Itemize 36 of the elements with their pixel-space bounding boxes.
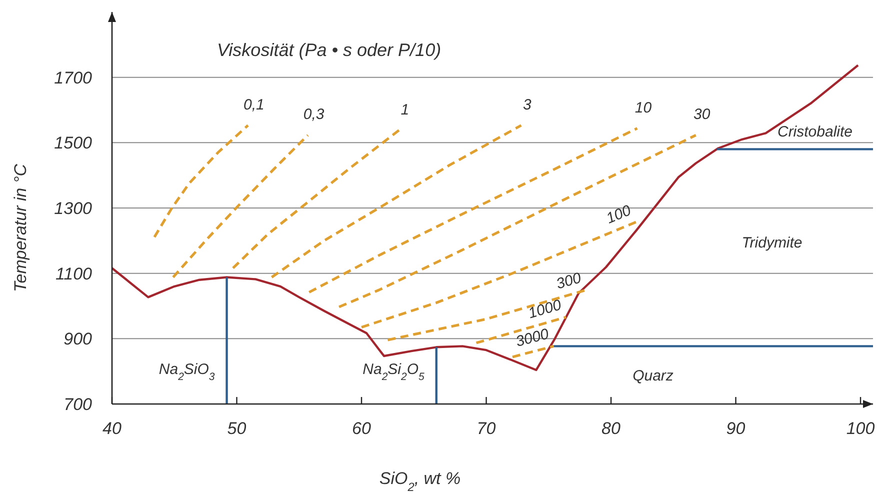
line-series — [153, 124, 250, 238]
series-label: 0,1 — [244, 96, 264, 114]
text: Viskosität (Pa • s oder P/10) — [217, 40, 442, 60]
x-tick-label: 50 — [227, 419, 247, 438]
line-series — [172, 134, 310, 279]
y-tick-label: 1700 — [54, 68, 93, 88]
series-label: 3 — [523, 96, 532, 114]
text: 3000 — [514, 325, 552, 351]
text: 300 — [554, 269, 584, 293]
series-label: 10 — [634, 99, 652, 116]
series-label: Na$_{2}$SiO$_{3}$ — [158, 361, 215, 383]
series-label: 30 — [694, 106, 711, 124]
x-tick-label: 40 — [102, 419, 122, 438]
x-tick-label: 70 — [476, 419, 496, 438]
line-series — [270, 124, 522, 279]
annotation: Cristobalite — [777, 123, 853, 140]
y-tick-label: 700 — [64, 394, 93, 414]
annotation: Quarz — [632, 367, 674, 384]
y-axis-title: Temperatur in °C — [11, 163, 30, 292]
y-tick-label: 1100 — [55, 264, 93, 284]
x-tick-label: 60 — [352, 419, 372, 438]
x-tick-label: 80 — [602, 419, 622, 438]
y-tick-label: 900 — [64, 330, 93, 349]
y-tick-label: 1500 — [54, 134, 93, 153]
x-axis-title: SiO$_{2}$, wt % — [379, 469, 461, 494]
y-tick-label: 1300 — [54, 198, 93, 218]
series-label: Na$_{2}$Si$_{2}$O$_{5}$ — [362, 361, 425, 383]
annotation: Tridymite — [742, 234, 802, 252]
line-series — [232, 128, 400, 270]
series-label: 0,3 — [303, 106, 325, 124]
text: 1000 — [526, 296, 564, 322]
x-tick-label: 90 — [726, 419, 746, 438]
text: 100 — [604, 202, 634, 228]
series-label: 1 — [400, 101, 410, 118]
line-series — [308, 126, 639, 294]
x-tick-label: 100 — [846, 419, 876, 438]
